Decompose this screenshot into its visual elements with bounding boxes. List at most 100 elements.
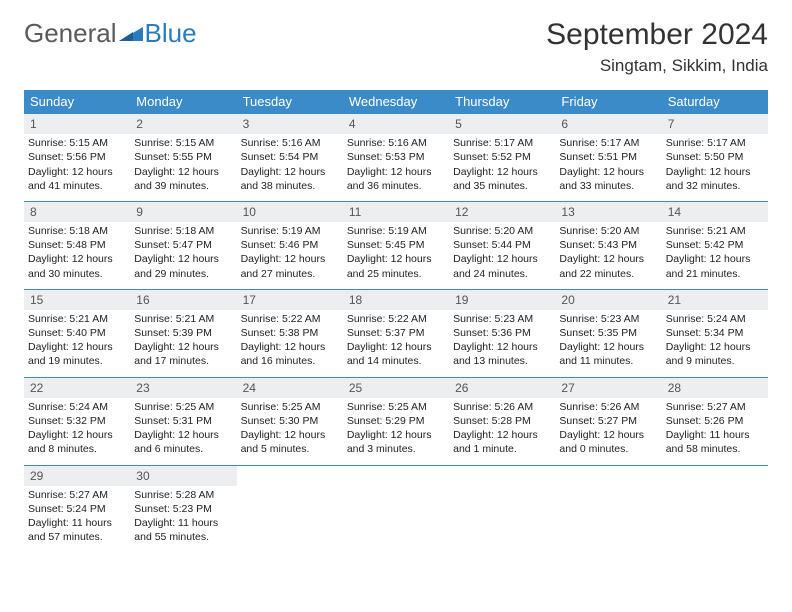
sunrise-line: Sunrise: 5:23 AM bbox=[559, 312, 657, 326]
calendar-cell: 3Sunrise: 5:16 AMSunset: 5:54 PMDaylight… bbox=[237, 114, 343, 202]
sunset-line: Sunset: 5:50 PM bbox=[666, 150, 764, 164]
sunset-line: Sunset: 5:54 PM bbox=[241, 150, 339, 164]
sunrise-line: Sunrise: 5:21 AM bbox=[666, 224, 764, 238]
day-data: Sunrise: 5:23 AMSunset: 5:36 PMDaylight:… bbox=[449, 310, 555, 377]
sunrise-line: Sunrise: 5:15 AM bbox=[134, 136, 232, 150]
calendar-row: 8Sunrise: 5:18 AMSunset: 5:48 PMDaylight… bbox=[24, 201, 768, 289]
calendar-cell: 30Sunrise: 5:28 AMSunset: 5:23 PMDayligh… bbox=[130, 465, 236, 552]
calendar-cell: 28Sunrise: 5:27 AMSunset: 5:26 PMDayligh… bbox=[662, 377, 768, 465]
daylight-line: Daylight: 12 hours and 22 minutes. bbox=[559, 252, 657, 280]
calendar-header-row: SundayMondayTuesdayWednesdayThursdayFrid… bbox=[24, 90, 768, 114]
sunset-line: Sunset: 5:36 PM bbox=[453, 326, 551, 340]
day-data: Sunrise: 5:25 AMSunset: 5:31 PMDaylight:… bbox=[130, 398, 236, 465]
daylight-line: Daylight: 12 hours and 41 minutes. bbox=[28, 165, 126, 193]
logo: General Blue bbox=[24, 18, 197, 49]
day-number: 17 bbox=[237, 290, 343, 310]
calendar-cell: 13Sunrise: 5:20 AMSunset: 5:43 PMDayligh… bbox=[555, 201, 661, 289]
sunrise-line: Sunrise: 5:17 AM bbox=[453, 136, 551, 150]
daylight-line: Daylight: 12 hours and 1 minute. bbox=[453, 428, 551, 456]
calendar-cell bbox=[555, 465, 661, 552]
day-header-wednesday: Wednesday bbox=[343, 90, 449, 114]
calendar-cell: 1Sunrise: 5:15 AMSunset: 5:56 PMDaylight… bbox=[24, 114, 130, 202]
sunset-line: Sunset: 5:37 PM bbox=[347, 326, 445, 340]
sunrise-line: Sunrise: 5:26 AM bbox=[453, 400, 551, 414]
calendar-cell: 17Sunrise: 5:22 AMSunset: 5:38 PMDayligh… bbox=[237, 289, 343, 377]
sunrise-line: Sunrise: 5:21 AM bbox=[134, 312, 232, 326]
day-data: Sunrise: 5:22 AMSunset: 5:38 PMDaylight:… bbox=[237, 310, 343, 377]
daylight-line: Daylight: 12 hours and 5 minutes. bbox=[241, 428, 339, 456]
daylight-line: Daylight: 12 hours and 3 minutes. bbox=[347, 428, 445, 456]
sunset-line: Sunset: 5:28 PM bbox=[453, 414, 551, 428]
daylight-line: Daylight: 12 hours and 21 minutes. bbox=[666, 252, 764, 280]
calendar-table: SundayMondayTuesdayWednesdayThursdayFrid… bbox=[24, 90, 768, 552]
day-header-saturday: Saturday bbox=[662, 90, 768, 114]
sunrise-line: Sunrise: 5:27 AM bbox=[28, 488, 126, 502]
sunset-line: Sunset: 5:47 PM bbox=[134, 238, 232, 252]
sunrise-line: Sunrise: 5:17 AM bbox=[666, 136, 764, 150]
daylight-line: Daylight: 11 hours and 58 minutes. bbox=[666, 428, 764, 456]
day-number-empty bbox=[343, 466, 449, 486]
sunrise-line: Sunrise: 5:28 AM bbox=[134, 488, 232, 502]
daylight-line: Daylight: 12 hours and 39 minutes. bbox=[134, 165, 232, 193]
day-data: Sunrise: 5:21 AMSunset: 5:42 PMDaylight:… bbox=[662, 222, 768, 289]
day-number: 29 bbox=[24, 466, 130, 486]
sunset-line: Sunset: 5:51 PM bbox=[559, 150, 657, 164]
sunrise-line: Sunrise: 5:25 AM bbox=[134, 400, 232, 414]
day-data: Sunrise: 5:24 AMSunset: 5:34 PMDaylight:… bbox=[662, 310, 768, 377]
calendar-cell bbox=[449, 465, 555, 552]
sunset-line: Sunset: 5:35 PM bbox=[559, 326, 657, 340]
sunrise-line: Sunrise: 5:16 AM bbox=[241, 136, 339, 150]
day-data: Sunrise: 5:16 AMSunset: 5:54 PMDaylight:… bbox=[237, 134, 343, 201]
sunrise-line: Sunrise: 5:26 AM bbox=[559, 400, 657, 414]
daylight-line: Daylight: 12 hours and 0 minutes. bbox=[559, 428, 657, 456]
calendar-cell: 8Sunrise: 5:18 AMSunset: 5:48 PMDaylight… bbox=[24, 201, 130, 289]
sunrise-line: Sunrise: 5:17 AM bbox=[559, 136, 657, 150]
day-data: Sunrise: 5:20 AMSunset: 5:43 PMDaylight:… bbox=[555, 222, 661, 289]
title-block: September 2024 Singtam, Sikkim, India bbox=[546, 18, 768, 76]
daylight-line: Daylight: 12 hours and 13 minutes. bbox=[453, 340, 551, 368]
calendar-cell: 16Sunrise: 5:21 AMSunset: 5:39 PMDayligh… bbox=[130, 289, 236, 377]
day-data: Sunrise: 5:27 AMSunset: 5:26 PMDaylight:… bbox=[662, 398, 768, 465]
day-data: Sunrise: 5:17 AMSunset: 5:51 PMDaylight:… bbox=[555, 134, 661, 201]
day-number: 1 bbox=[24, 114, 130, 134]
day-data: Sunrise: 5:24 AMSunset: 5:32 PMDaylight:… bbox=[24, 398, 130, 465]
day-data: Sunrise: 5:25 AMSunset: 5:29 PMDaylight:… bbox=[343, 398, 449, 465]
daylight-line: Daylight: 12 hours and 17 minutes. bbox=[134, 340, 232, 368]
day-number: 8 bbox=[24, 202, 130, 222]
day-header-thursday: Thursday bbox=[449, 90, 555, 114]
calendar-cell: 20Sunrise: 5:23 AMSunset: 5:35 PMDayligh… bbox=[555, 289, 661, 377]
day-data: Sunrise: 5:21 AMSunset: 5:39 PMDaylight:… bbox=[130, 310, 236, 377]
sunset-line: Sunset: 5:55 PM bbox=[134, 150, 232, 164]
daylight-line: Daylight: 12 hours and 11 minutes. bbox=[559, 340, 657, 368]
sunset-line: Sunset: 5:46 PM bbox=[241, 238, 339, 252]
calendar-cell: 19Sunrise: 5:23 AMSunset: 5:36 PMDayligh… bbox=[449, 289, 555, 377]
sunrise-line: Sunrise: 5:19 AM bbox=[241, 224, 339, 238]
day-number: 19 bbox=[449, 290, 555, 310]
day-number: 23 bbox=[130, 378, 236, 398]
daylight-line: Daylight: 12 hours and 30 minutes. bbox=[28, 252, 126, 280]
calendar-cell: 14Sunrise: 5:21 AMSunset: 5:42 PMDayligh… bbox=[662, 201, 768, 289]
day-data: Sunrise: 5:17 AMSunset: 5:50 PMDaylight:… bbox=[662, 134, 768, 201]
sunset-line: Sunset: 5:53 PM bbox=[347, 150, 445, 164]
day-number: 14 bbox=[662, 202, 768, 222]
calendar-cell: 29Sunrise: 5:27 AMSunset: 5:24 PMDayligh… bbox=[24, 465, 130, 552]
calendar-cell: 21Sunrise: 5:24 AMSunset: 5:34 PMDayligh… bbox=[662, 289, 768, 377]
location-label: Singtam, Sikkim, India bbox=[546, 56, 768, 76]
daylight-line: Daylight: 11 hours and 55 minutes. bbox=[134, 516, 232, 544]
day-number: 6 bbox=[555, 114, 661, 134]
sunset-line: Sunset: 5:45 PM bbox=[347, 238, 445, 252]
sunrise-line: Sunrise: 5:27 AM bbox=[666, 400, 764, 414]
daylight-line: Daylight: 12 hours and 24 minutes. bbox=[453, 252, 551, 280]
sunset-line: Sunset: 5:52 PM bbox=[453, 150, 551, 164]
day-data: Sunrise: 5:20 AMSunset: 5:44 PMDaylight:… bbox=[449, 222, 555, 289]
logo-text-general: General bbox=[24, 18, 117, 49]
sunrise-line: Sunrise: 5:19 AM bbox=[347, 224, 445, 238]
sunrise-line: Sunrise: 5:15 AM bbox=[28, 136, 126, 150]
sunset-line: Sunset: 5:39 PM bbox=[134, 326, 232, 340]
sunset-line: Sunset: 5:23 PM bbox=[134, 502, 232, 516]
calendar-cell: 4Sunrise: 5:16 AMSunset: 5:53 PMDaylight… bbox=[343, 114, 449, 202]
sunrise-line: Sunrise: 5:18 AM bbox=[28, 224, 126, 238]
calendar-body: 1Sunrise: 5:15 AMSunset: 5:56 PMDaylight… bbox=[24, 114, 768, 553]
sunset-line: Sunset: 5:42 PM bbox=[666, 238, 764, 252]
calendar-row: 1Sunrise: 5:15 AMSunset: 5:56 PMDaylight… bbox=[24, 114, 768, 202]
